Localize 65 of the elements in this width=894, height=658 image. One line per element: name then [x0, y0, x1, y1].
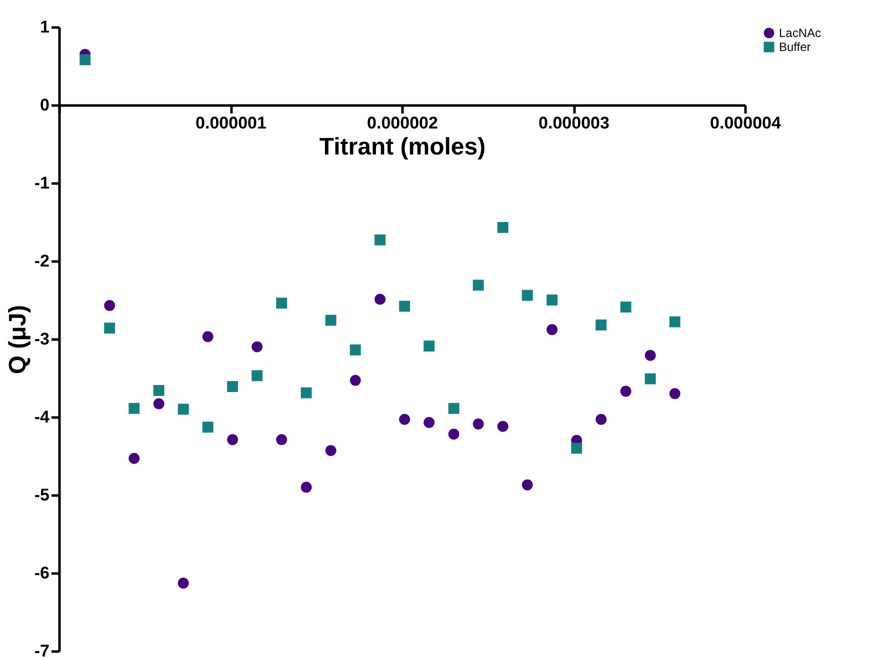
point [202, 422, 214, 433]
y-axis-title: Q (μJ) [4, 304, 32, 374]
x-tick-label: 0.000001 [196, 114, 266, 132]
point [374, 234, 386, 246]
point [546, 294, 558, 306]
point [669, 316, 680, 328]
point [252, 341, 263, 352]
point [350, 374, 361, 386]
point [104, 322, 116, 334]
y-tick-label: -6 [34, 564, 50, 582]
point [178, 404, 189, 415]
y-tick-label: 1 [40, 18, 50, 36]
x-tick-label: 0.000003 [538, 114, 610, 132]
legend-label: Buffer [779, 40, 811, 54]
x-axis-title: Titrant (moles) [319, 134, 486, 160]
point [325, 314, 336, 326]
point [424, 416, 435, 428]
y-tick-label: -3 [34, 330, 50, 348]
point [104, 300, 116, 311]
point [276, 434, 288, 446]
point [399, 414, 410, 425]
y-tick-label: 0 [40, 96, 50, 114]
point [596, 319, 607, 330]
point [128, 452, 140, 464]
y-tick-label: -1 [34, 174, 50, 192]
point [252, 370, 263, 382]
point [644, 350, 656, 361]
point [522, 290, 533, 301]
point [178, 578, 189, 589]
point [448, 402, 460, 414]
point [374, 294, 386, 305]
point [227, 381, 238, 392]
point [522, 479, 533, 490]
point [497, 222, 508, 233]
point [80, 54, 91, 66]
y-tick-label: -2 [34, 252, 50, 270]
point [448, 428, 460, 440]
point [350, 344, 361, 356]
point [399, 300, 410, 312]
y-tick-label: -5 [34, 486, 50, 504]
point [276, 298, 288, 309]
point [300, 387, 312, 398]
point [227, 434, 238, 446]
point [128, 402, 140, 414]
point [300, 482, 312, 493]
point [424, 340, 435, 352]
legend-label: LacNAc [779, 26, 822, 40]
x-tick-label: 0.000002 [367, 114, 438, 132]
point [472, 418, 484, 430]
point [620, 386, 632, 397]
point [546, 324, 558, 336]
point [596, 414, 607, 425]
point [325, 445, 336, 456]
point [669, 388, 680, 400]
point [497, 420, 508, 432]
y-tick-label: -4 [34, 408, 50, 426]
point [153, 385, 164, 396]
x-tick-label: 0.000004 [710, 114, 782, 132]
point [202, 331, 214, 342]
y-tick-label: -7 [34, 642, 50, 658]
point [153, 398, 164, 410]
point [571, 442, 582, 454]
point [472, 280, 484, 291]
point [644, 373, 656, 384]
point [620, 302, 632, 312]
